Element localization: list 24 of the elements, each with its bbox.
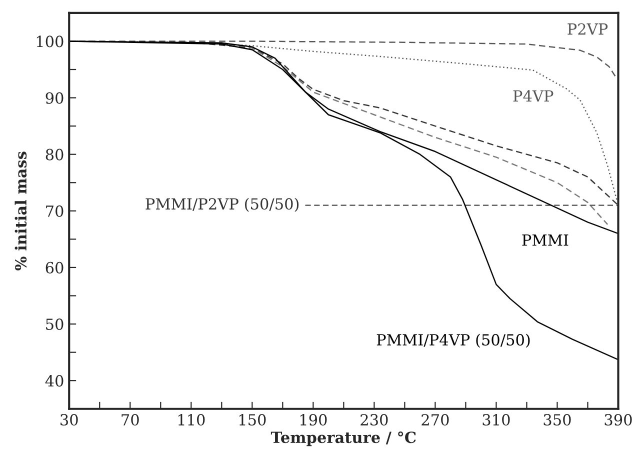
- x-tick-label: 390: [604, 414, 632, 426]
- y-tick-label: 80: [46, 148, 64, 160]
- series-label: P4VP: [513, 90, 554, 102]
- y-tick-label: 40: [45, 375, 64, 387]
- series-label: PMMI/P4VP (50/50): [376, 334, 530, 348]
- x-tick-label: 270: [422, 414, 449, 426]
- x-tick-label: 110: [178, 414, 205, 426]
- y-tick-label: 90: [46, 92, 64, 104]
- y-tick-label: 100: [36, 36, 64, 48]
- x-tick-label: 30: [60, 414, 78, 426]
- x-tick-label: 310: [482, 414, 510, 426]
- x-tick-label: 350: [544, 414, 571, 426]
- series-label: P2VP: [568, 23, 608, 35]
- y-tick-label: 50: [46, 318, 64, 330]
- x-tick-label: 190: [300, 414, 327, 426]
- y-axis-title: % initial mass: [14, 152, 27, 270]
- y-tick-label: 70: [46, 205, 64, 217]
- series-label: PMMI: [522, 234, 568, 246]
- text: PMMI/P2VP (50/50): [146, 198, 299, 212]
- x-axis-title: Temperature / °C: [270, 431, 416, 446]
- x-tick-label: 150: [239, 414, 266, 426]
- y-tick-label: 60: [46, 262, 64, 274]
- x-tick-label: 70: [122, 414, 139, 426]
- x-tick-label: 230: [360, 414, 388, 426]
